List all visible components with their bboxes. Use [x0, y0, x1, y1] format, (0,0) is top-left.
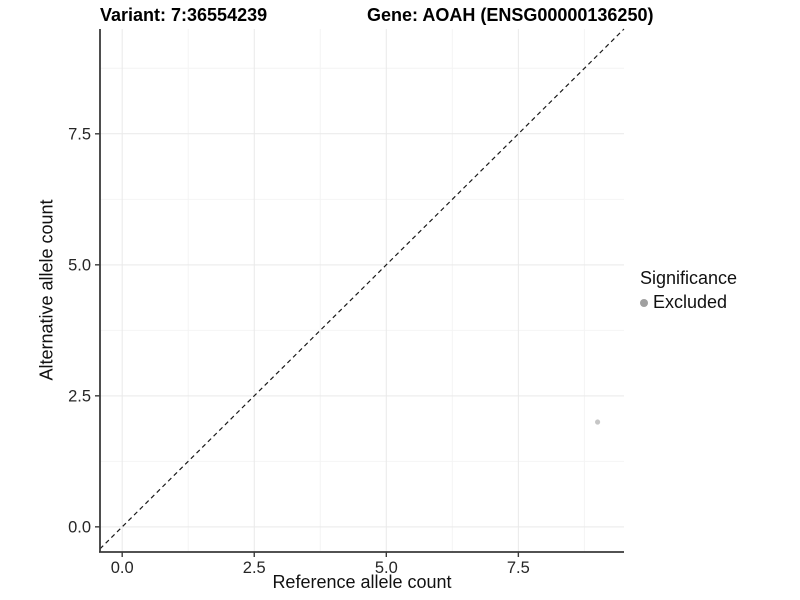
variant-title: Variant: 7:36554239	[100, 5, 268, 25]
x-tick-label: 7.5	[507, 559, 530, 577]
legend-title: Significance	[640, 268, 738, 288]
identity-line	[99, 28, 625, 550]
excluded-point-icon	[640, 298, 648, 307]
data-point	[594, 419, 601, 425]
legend: Significance Excluded	[640, 268, 737, 313]
x-tick-label: 2.5	[243, 559, 266, 577]
y-tick-label: 0.0	[68, 518, 91, 536]
gene-title: Gene: AOAH (ENSG00000136250)	[367, 5, 654, 25]
x-axis-title: Reference allele count	[272, 572, 452, 592]
legend-item-excluded: Excluded	[640, 292, 737, 313]
legend-item-label: Excluded	[653, 292, 728, 312]
axis-lines	[99, 29, 624, 553]
y-tick-label: 5.0	[68, 256, 91, 274]
major-gridlines	[100, 29, 624, 552]
tick-labels: 0.0 2.5 5.0 7.5 0.0 2.5 5.0 7.5	[68, 125, 530, 577]
tick-marks	[95, 133, 520, 557]
y-tick-label: 7.5	[68, 125, 91, 143]
x-tick-label: 5.0	[375, 559, 398, 577]
y-axis-title: Alternative allele count	[36, 199, 57, 381]
y-tick-label: 2.5	[68, 387, 91, 405]
x-tick-label: 0.0	[111, 559, 134, 577]
data-points	[594, 419, 601, 425]
minor-gridlines	[100, 29, 624, 552]
